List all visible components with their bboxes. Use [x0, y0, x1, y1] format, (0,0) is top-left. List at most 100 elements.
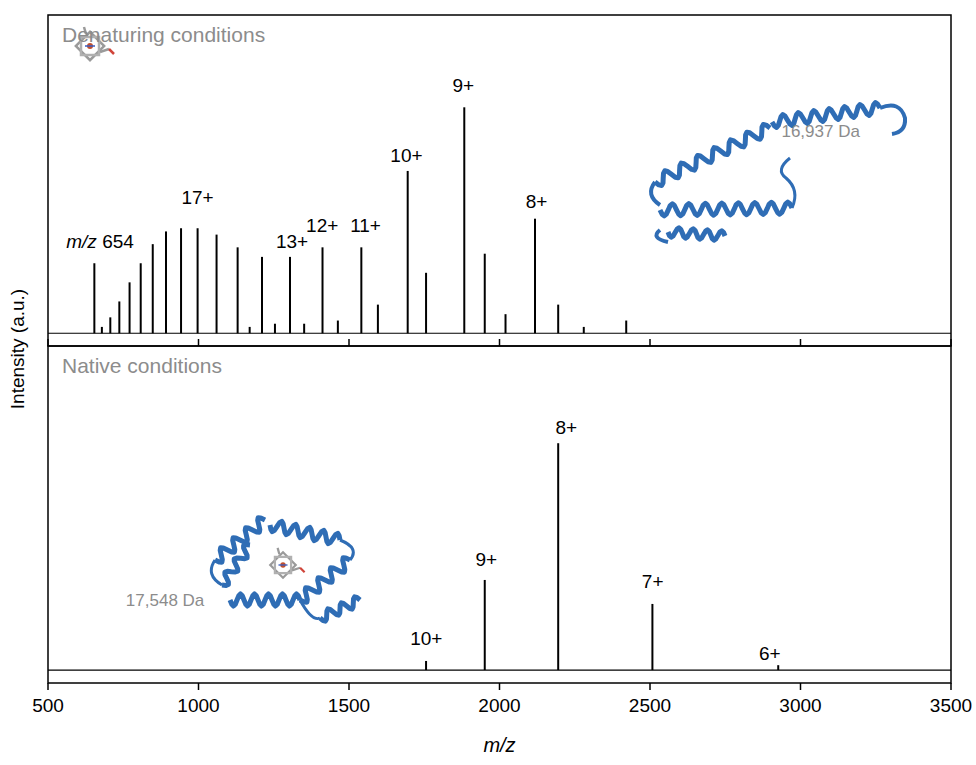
peak [583, 327, 585, 333]
x-tick [800, 339, 802, 346]
x-tick [47, 683, 49, 690]
text-part: 13+ [276, 231, 308, 252]
text-part: 16,937 Da [781, 122, 860, 141]
x-tick [348, 683, 350, 690]
helix [230, 594, 300, 606]
text-part: 8+ [526, 191, 548, 212]
text-part: 17+ [181, 187, 213, 208]
ring [275, 557, 291, 573]
peak [337, 321, 339, 334]
peak [261, 257, 263, 333]
loop [781, 158, 795, 208]
x-tick [198, 683, 200, 690]
loop [880, 106, 905, 134]
x-tick [499, 339, 501, 346]
side-chain [292, 568, 300, 571]
text-part: 7+ [642, 571, 664, 592]
x-tick-label: 1000 [177, 695, 219, 716]
x-tick [950, 683, 952, 690]
peak [249, 327, 251, 333]
helix [660, 202, 792, 216]
text-part: 654 [97, 231, 134, 252]
peak [377, 305, 379, 334]
frame [48, 15, 951, 346]
text-part: 11+ [350, 215, 381, 236]
x-tick-label: 3000 [779, 695, 821, 716]
x-axis-title: m/z [483, 734, 515, 756]
annotation: 9+ [453, 75, 475, 96]
peak [303, 324, 305, 334]
peak [777, 665, 779, 670]
peak [165, 231, 167, 333]
x-tick [950, 339, 952, 346]
peak [625, 321, 627, 334]
peak [651, 604, 653, 670]
bond [279, 564, 288, 565]
annotation: 11+ [350, 215, 381, 236]
peak [101, 327, 103, 333]
panel: Denaturing conditions m/z 654 17+ 13+12+ 11+… [48, 15, 951, 346]
ring [270, 552, 295, 577]
peak [140, 263, 142, 333]
helix [300, 558, 350, 602]
x-tick [198, 339, 200, 346]
text-part: 9+ [453, 75, 475, 96]
peak [425, 273, 427, 333]
peak [274, 324, 276, 334]
heme-icon [270, 548, 304, 578]
loop [211, 540, 353, 619]
annotation: 7+ [642, 571, 664, 592]
helix [655, 125, 770, 186]
peak [407, 171, 409, 333]
helix [222, 545, 250, 586]
frame [48, 346, 951, 683]
annotation: 6+ [759, 643, 781, 664]
peak [322, 247, 324, 333]
text-part: 17,548 Da [126, 591, 205, 610]
text-part: 6+ [759, 643, 781, 664]
side-chain [278, 548, 280, 554]
annotation: 10+ [410, 628, 442, 649]
annotation: 8+ [526, 191, 548, 212]
figure: Denaturing conditions m/z 654 17+ 13+12+ 11+… [0, 0, 976, 765]
loop [651, 182, 660, 205]
italic-part: m/z [66, 231, 97, 252]
peak [425, 661, 427, 670]
text-part: 12+ [306, 215, 338, 236]
peak [534, 219, 536, 334]
helix [270, 521, 340, 543]
peak [93, 263, 95, 333]
x-tick [47, 339, 49, 346]
baseline [48, 669, 951, 670]
peak [484, 580, 486, 670]
peak [216, 235, 218, 334]
annotation: 9+ [475, 549, 497, 570]
marks [94, 107, 626, 333]
side-chain [300, 568, 305, 573]
x-tick-label: 1500 [328, 695, 370, 716]
peak [360, 247, 362, 333]
helix [215, 518, 265, 562]
side-chain [109, 49, 114, 54]
peak [557, 443, 559, 670]
helix [668, 228, 725, 240]
panel-title: Denaturing conditions [62, 23, 265, 46]
x-tick [499, 683, 501, 690]
y-axis-title: Intensity (a.u.) [7, 289, 28, 409]
x-tick-label: 2500 [629, 695, 671, 716]
annotation: 12+ [306, 215, 338, 236]
text-part: 10+ [410, 628, 442, 649]
annotation: 10+ [390, 145, 422, 166]
side-chain [100, 49, 109, 52]
annotation: 17+ [181, 187, 213, 208]
x-tick [649, 683, 651, 690]
peak [484, 254, 486, 334]
annotation: 16,937 Da [781, 122, 860, 141]
peak [129, 282, 131, 333]
x-tick [800, 683, 802, 690]
annotation: 8+ [555, 417, 577, 438]
x-tick [348, 339, 350, 346]
text-part: 8+ [555, 417, 577, 438]
helix [320, 597, 360, 621]
peak [237, 247, 239, 333]
